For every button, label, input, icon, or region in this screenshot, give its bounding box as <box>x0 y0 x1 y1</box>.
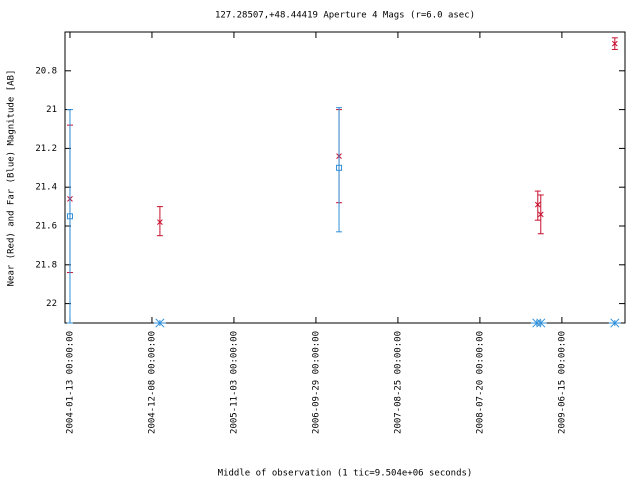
marker-x <box>534 201 541 208</box>
marker-square <box>336 164 343 171</box>
error-bar <box>156 206 163 237</box>
y-tick-label: 21.6 <box>35 222 57 232</box>
marker-x <box>611 40 618 47</box>
marker-star <box>534 318 547 328</box>
x-tick-label: 2005-11-03 00:00:00 <box>229 331 239 434</box>
marker-square <box>66 213 73 220</box>
plot-border <box>64 31 626 324</box>
x-tick-label: 2009-06-15 00:00:00 <box>557 331 567 434</box>
y-tick-label: 21 <box>46 105 57 115</box>
y-tick-label: 20.8 <box>35 66 57 76</box>
y-tick-label: 21.2 <box>35 144 57 154</box>
x-tick-label: 2004-01-13 00:00:00 <box>65 331 75 434</box>
x-tick-label: 2008-07-20 00:00:00 <box>475 331 485 434</box>
error-bar <box>336 107 343 233</box>
y-tick-label: 22 <box>46 299 57 309</box>
error-bar <box>534 190 541 221</box>
error-bar <box>66 109 73 324</box>
x-tick-label: 2004-12-08 00:00:00 <box>147 331 157 434</box>
marker-star <box>608 318 621 328</box>
x-axis-title: Middle of observation (1 tic=9.504e+06 s… <box>218 469 473 479</box>
x-tick-label: 2006-09-29 00:00:00 <box>311 331 321 434</box>
x-tick-label: 2007-08-25 00:00:00 <box>393 331 403 434</box>
marker-x <box>157 219 163 225</box>
y-tick-label: 21.8 <box>35 260 57 270</box>
marker-star <box>153 318 166 328</box>
marker-x <box>537 211 544 218</box>
chart-title: 127.28507,+48.44419 Aperture 4 Mags (r=6… <box>215 11 475 21</box>
y-tick-label: 21.4 <box>35 183 57 193</box>
y-axis-title: Near (Red) and Far (Blue) Magnitude [AB] <box>7 70 17 287</box>
